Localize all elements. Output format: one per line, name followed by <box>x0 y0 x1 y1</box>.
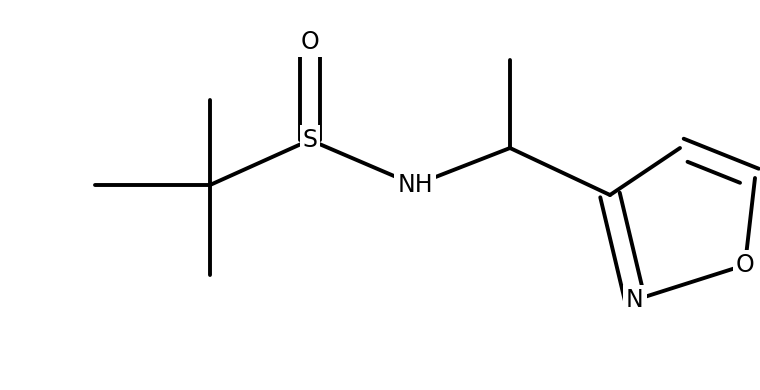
Text: O: O <box>736 253 755 277</box>
Text: S: S <box>302 128 318 152</box>
Text: NH: NH <box>397 173 432 197</box>
Text: N: N <box>626 288 644 312</box>
Text: O: O <box>301 30 319 54</box>
